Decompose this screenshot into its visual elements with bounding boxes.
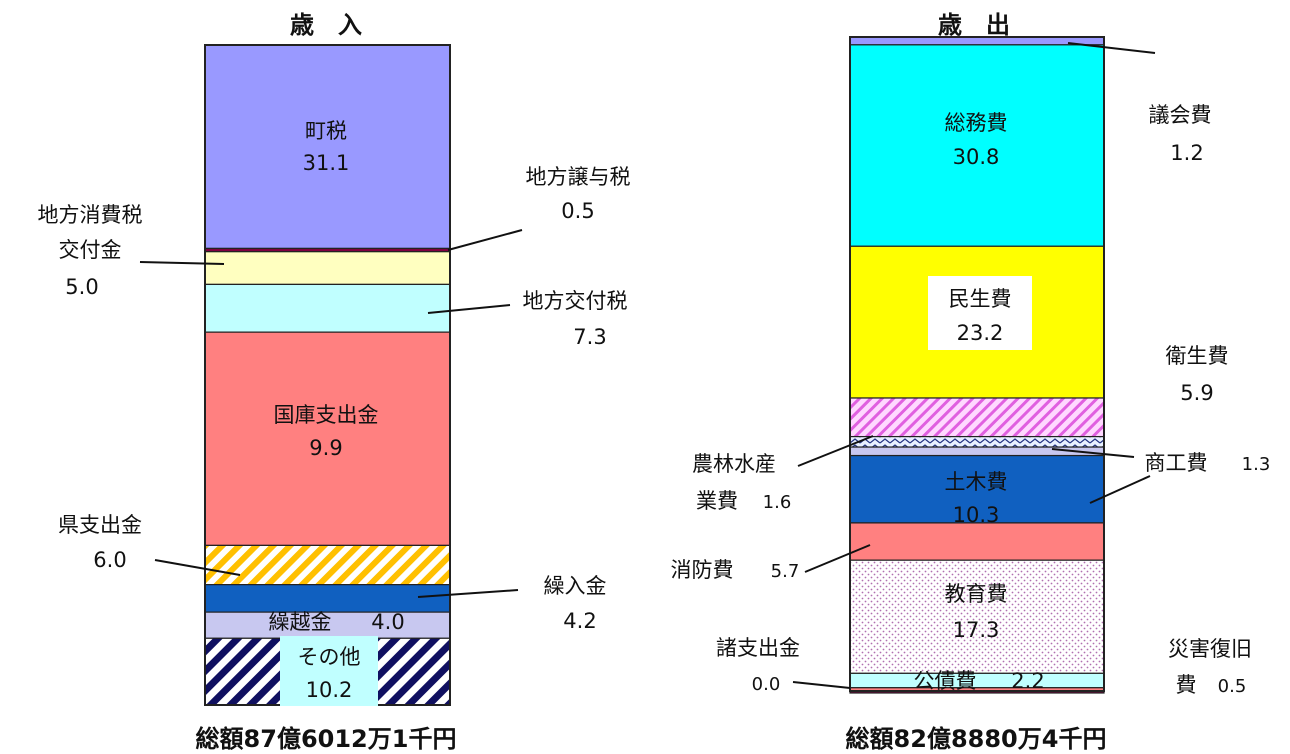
exp-label-value-8: 17.3 xyxy=(953,618,1000,642)
rev-label-name-7: 繰越金 xyxy=(269,610,332,634)
rev-label-value-0: 31.1 xyxy=(303,151,350,175)
exp-label-value-0: 1.2 xyxy=(1170,141,1203,165)
rev-label-value-8: 10.2 xyxy=(306,678,353,702)
exp-label-name-10a: 災害復旧 xyxy=(1168,637,1252,661)
exp-leader-5 xyxy=(1051,448,1135,458)
exp-label-name-4a: 農林水産 xyxy=(692,452,776,476)
exp-label-value-5: 1.3 xyxy=(1242,454,1271,475)
exp-label-name-11: 諸支出金 xyxy=(716,636,800,660)
rev-label-name-2a: 地方消費税 xyxy=(38,203,143,227)
rev-leader-5 xyxy=(154,559,241,576)
exp-label-name-2: 民生費 xyxy=(949,287,1012,311)
rev-leader-3 xyxy=(427,304,511,314)
expenditure-segment-7 xyxy=(849,522,1105,561)
exp-label-value-3: 5.9 xyxy=(1180,381,1213,405)
rev-label-name-5: 県支出金 xyxy=(58,513,142,537)
expenditure-bar xyxy=(849,36,1105,694)
rev-label-name-0: 町税 xyxy=(305,119,347,143)
exp-label-name-10b: 費 xyxy=(1176,673,1197,697)
revenue-total: 総額87億6012万1千円 xyxy=(196,725,457,753)
revenue-segment-0 xyxy=(204,44,451,250)
rev-label-value-7: 4.0 xyxy=(371,610,404,634)
exp-label-value-11: 0.0 xyxy=(752,674,781,695)
rev-label-value-1: 0.5 xyxy=(561,199,594,223)
exp-label-name-5: 商工費 xyxy=(1145,451,1208,475)
rev-label-value-2: 5.0 xyxy=(65,275,98,299)
exp-label-value-4: 1.6 xyxy=(763,492,792,513)
revenue-segment-2 xyxy=(204,251,451,286)
revenue-segment-5 xyxy=(204,544,451,586)
exp-label-name-3: 衛生費 xyxy=(1166,344,1229,368)
rev-label-box-8 xyxy=(280,636,378,706)
exp-leader-11 xyxy=(792,681,851,689)
rev-leader-2 xyxy=(139,261,225,265)
exp-label-name-8: 教育費 xyxy=(945,582,1008,606)
exp-label-value-6: 10.3 xyxy=(953,503,1000,527)
exp-label-value-9: 2.2 xyxy=(1011,669,1044,693)
rev-label-value-6: 4.2 xyxy=(563,609,596,633)
expenditure-segment-8 xyxy=(849,559,1105,674)
rev-label-name-8: その他 xyxy=(298,645,361,669)
rev-label-name-4: 国庫支出金 xyxy=(274,403,379,427)
exp-label-name-4b: 業費 xyxy=(696,489,738,513)
expenditure-bar-frame xyxy=(849,36,1105,692)
rev-label-name-2b: 交付金 xyxy=(59,238,122,262)
revenue-bar xyxy=(204,44,451,706)
exp-label-box-2 xyxy=(928,276,1032,350)
rev-label-value-5: 6.0 xyxy=(93,548,126,572)
revenue-segment-6 xyxy=(204,584,451,613)
exp-label-value-2: 23.2 xyxy=(957,321,1004,345)
expenditure-segment-4 xyxy=(849,435,1105,448)
exp-label-value-10: 0.5 xyxy=(1218,676,1247,697)
revenue-title: 歳 入 xyxy=(290,11,362,39)
exp-label-name-0: 議会費 xyxy=(1149,103,1212,127)
revenue-segment-3 xyxy=(204,283,451,333)
expenditure-total: 総額82億8880万4千円 xyxy=(846,725,1107,753)
rev-label-name-1: 地方譲与税 xyxy=(526,165,631,189)
rev-label-name-6: 繰入金 xyxy=(544,574,607,598)
rev-label-value-3: 7.3 xyxy=(573,325,606,349)
rev-label-name-3: 地方交付税 xyxy=(523,289,628,313)
exp-leader-0 xyxy=(1067,42,1156,54)
expenditure-segment-3 xyxy=(849,397,1105,438)
exp-label-name-6: 土木費 xyxy=(945,470,1008,494)
exp-label-value-7: 5.7 xyxy=(771,561,800,582)
expenditure-segment-6 xyxy=(849,454,1105,524)
expenditure-title: 歳 出 xyxy=(938,11,1010,39)
exp-label-name-9: 公債費 xyxy=(914,669,977,693)
expenditure-segment-9 xyxy=(849,672,1105,689)
rev-label-value-4: 9.9 xyxy=(309,436,342,460)
rev-leader-6 xyxy=(417,589,519,598)
exp-leader-7 xyxy=(804,544,871,573)
exp-label-name-1: 総務費 xyxy=(945,111,1008,135)
exp-leader-6 xyxy=(1089,475,1151,504)
exp-label-name-7: 消防費 xyxy=(671,558,734,582)
exp-leader-4 xyxy=(797,435,874,467)
exp-label-value-1: 30.8 xyxy=(953,145,1000,169)
rev-leader-1 xyxy=(447,229,523,251)
